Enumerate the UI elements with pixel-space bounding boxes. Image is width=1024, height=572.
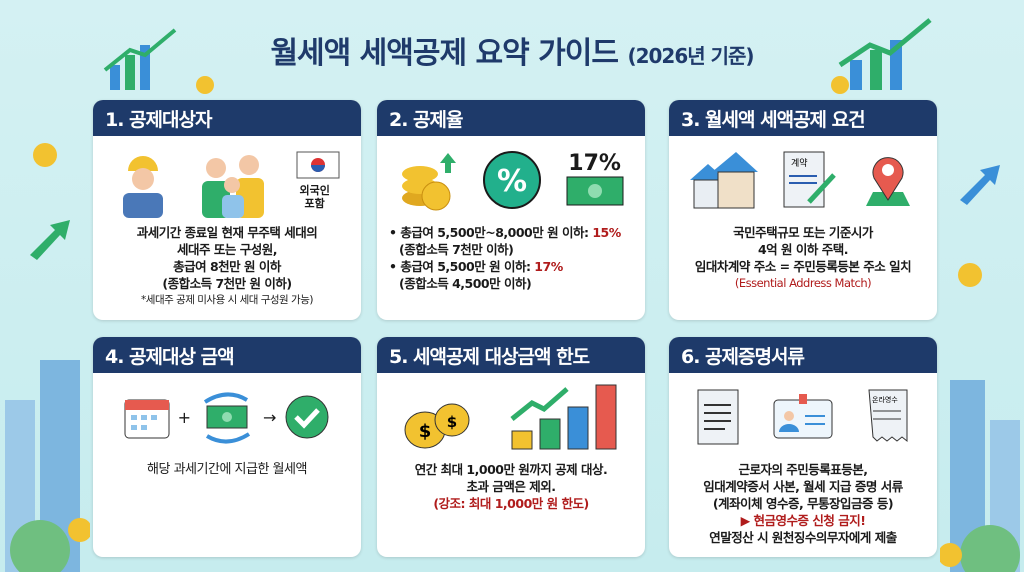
coin-arrow-icon	[958, 165, 1000, 287]
text-line: 국민주택규모 또는 기준시가	[733, 225, 873, 240]
text-line: 근로자의 주민등록표등본,	[738, 462, 868, 477]
contract-icon: 계약	[783, 151, 836, 208]
svg-text:온라영수: 온라영수	[872, 395, 898, 404]
coin-arrow-icon	[30, 143, 70, 260]
money-transfer-icon	[203, 392, 251, 443]
svg-text:%: %	[497, 164, 527, 199]
rate-label: 17%	[568, 150, 621, 176]
rate-item-sub: (종합소득 7천만 이하)	[399, 242, 514, 257]
calendar-icon	[124, 399, 170, 439]
arrow-right-icon: →	[263, 407, 277, 427]
page-title: 월세액 세액공제 요약 가이드 (2026년 기준)	[270, 36, 754, 71]
check-icon	[285, 395, 329, 439]
card-deduction-rate: 2. 공제율 % 17% • 총급여 5,500만~8,000만 원 이하: 1…	[377, 100, 645, 320]
card-heading: 6. 공제증명서류	[669, 337, 937, 373]
percent-icon: %	[482, 151, 541, 209]
text-line: 임대차계약 주소 = 주민등록등본 주소 일치	[694, 259, 912, 274]
korea-flag-icon	[296, 151, 340, 179]
city-buildings	[5, 360, 90, 572]
highlight-text: (Essential Address Match)	[734, 276, 872, 290]
location-pin-icon	[865, 157, 910, 206]
growth-chart-icon	[831, 18, 932, 94]
card-heading: 5. 세액공제 대상금액 한도	[377, 337, 645, 373]
text-line: 과세기간 종료일 현재 무주택 세대의	[136, 225, 318, 240]
warning-text: ▶ 현금영수증 신청 금지!	[740, 513, 866, 528]
text-line: 연말정산 시 원천징수의무자에게 제출	[709, 530, 897, 545]
receipt-icon: 온라영수	[868, 389, 908, 443]
svg-text:$: $	[419, 421, 432, 442]
bar-growth-icon	[510, 384, 617, 450]
city-buildings	[940, 380, 1020, 572]
highlight-text: (강조: 최대 1,000만 원 한도)	[433, 496, 589, 511]
coins-stack-icon	[402, 152, 457, 210]
card-heading: 4. 공제대상 금액	[93, 337, 361, 373]
rate-item: • 총급여 5,500만~8,000만 원 이하: 15%	[389, 225, 621, 240]
worker-icon	[123, 155, 164, 218]
text-line: 4억 원 이하 주택.	[757, 242, 849, 257]
text-line: 초과 금액은 제외.	[466, 479, 556, 494]
document-icon	[697, 389, 739, 445]
text-line: 총급여 8천만 원 이하	[173, 259, 281, 274]
card-eligible-amount: 4. 공제대상 금액 + → 해당 과세기간에 지급한 월세액	[93, 337, 361, 557]
family-icon	[201, 154, 264, 218]
text-line: 임대계약증서 사본, 월세 지급 증명 서류	[703, 479, 903, 494]
banknote-icon	[566, 176, 624, 205]
text-line: (계좌이체 영수증, 무통장입금증 등)	[712, 496, 894, 511]
card-proof-documents: 6. 공제증명서류 온라영수 근로자의 주민등록표등본, 임대계약증서 사본, 월…	[669, 337, 937, 557]
card-requirements: 3. 월세액 세액공제 요건 계약 국민주택규모 또는 기준시가 4억 원 이하 …	[669, 100, 937, 320]
id-card-icon	[773, 394, 833, 439]
plus-icon: +	[177, 407, 191, 427]
rate-item-sub: (종합소득 4,500만 이하)	[399, 276, 532, 291]
text-line: 세대주 또는 구성원,	[177, 242, 277, 257]
money-bags-icon: $ $	[404, 403, 470, 448]
text-line: 해당 과세기간에 지급한 월세액	[147, 462, 307, 477]
svg-text:계약: 계약	[791, 157, 808, 169]
text-line: (종합소득 7천만 원 이하)	[162, 276, 292, 291]
svg-text:$: $	[447, 413, 457, 431]
card-heading: 1. 공제대상자	[93, 100, 361, 136]
growth-chart-icon	[103, 28, 214, 94]
foreigner-included: 외국인 포함	[295, 150, 341, 210]
note: *세대주 공제 미사용 시 세대 구성원 가능)	[141, 294, 313, 306]
rate-item: • 총급여 5,500만 원 이하: 17%	[389, 259, 563, 274]
card-heading: 2. 공제율	[377, 100, 645, 136]
card-heading: 3. 월세액 세액공제 요건	[669, 100, 937, 136]
card-amount-limit: 5. 세액공제 대상금액 한도 $ $ 연간 최대 1,000만 원까지 공제 대…	[377, 337, 645, 557]
text-line: 연간 최대 1,000만 원까지 공제 대상.	[414, 462, 608, 477]
house-icon	[690, 152, 759, 209]
